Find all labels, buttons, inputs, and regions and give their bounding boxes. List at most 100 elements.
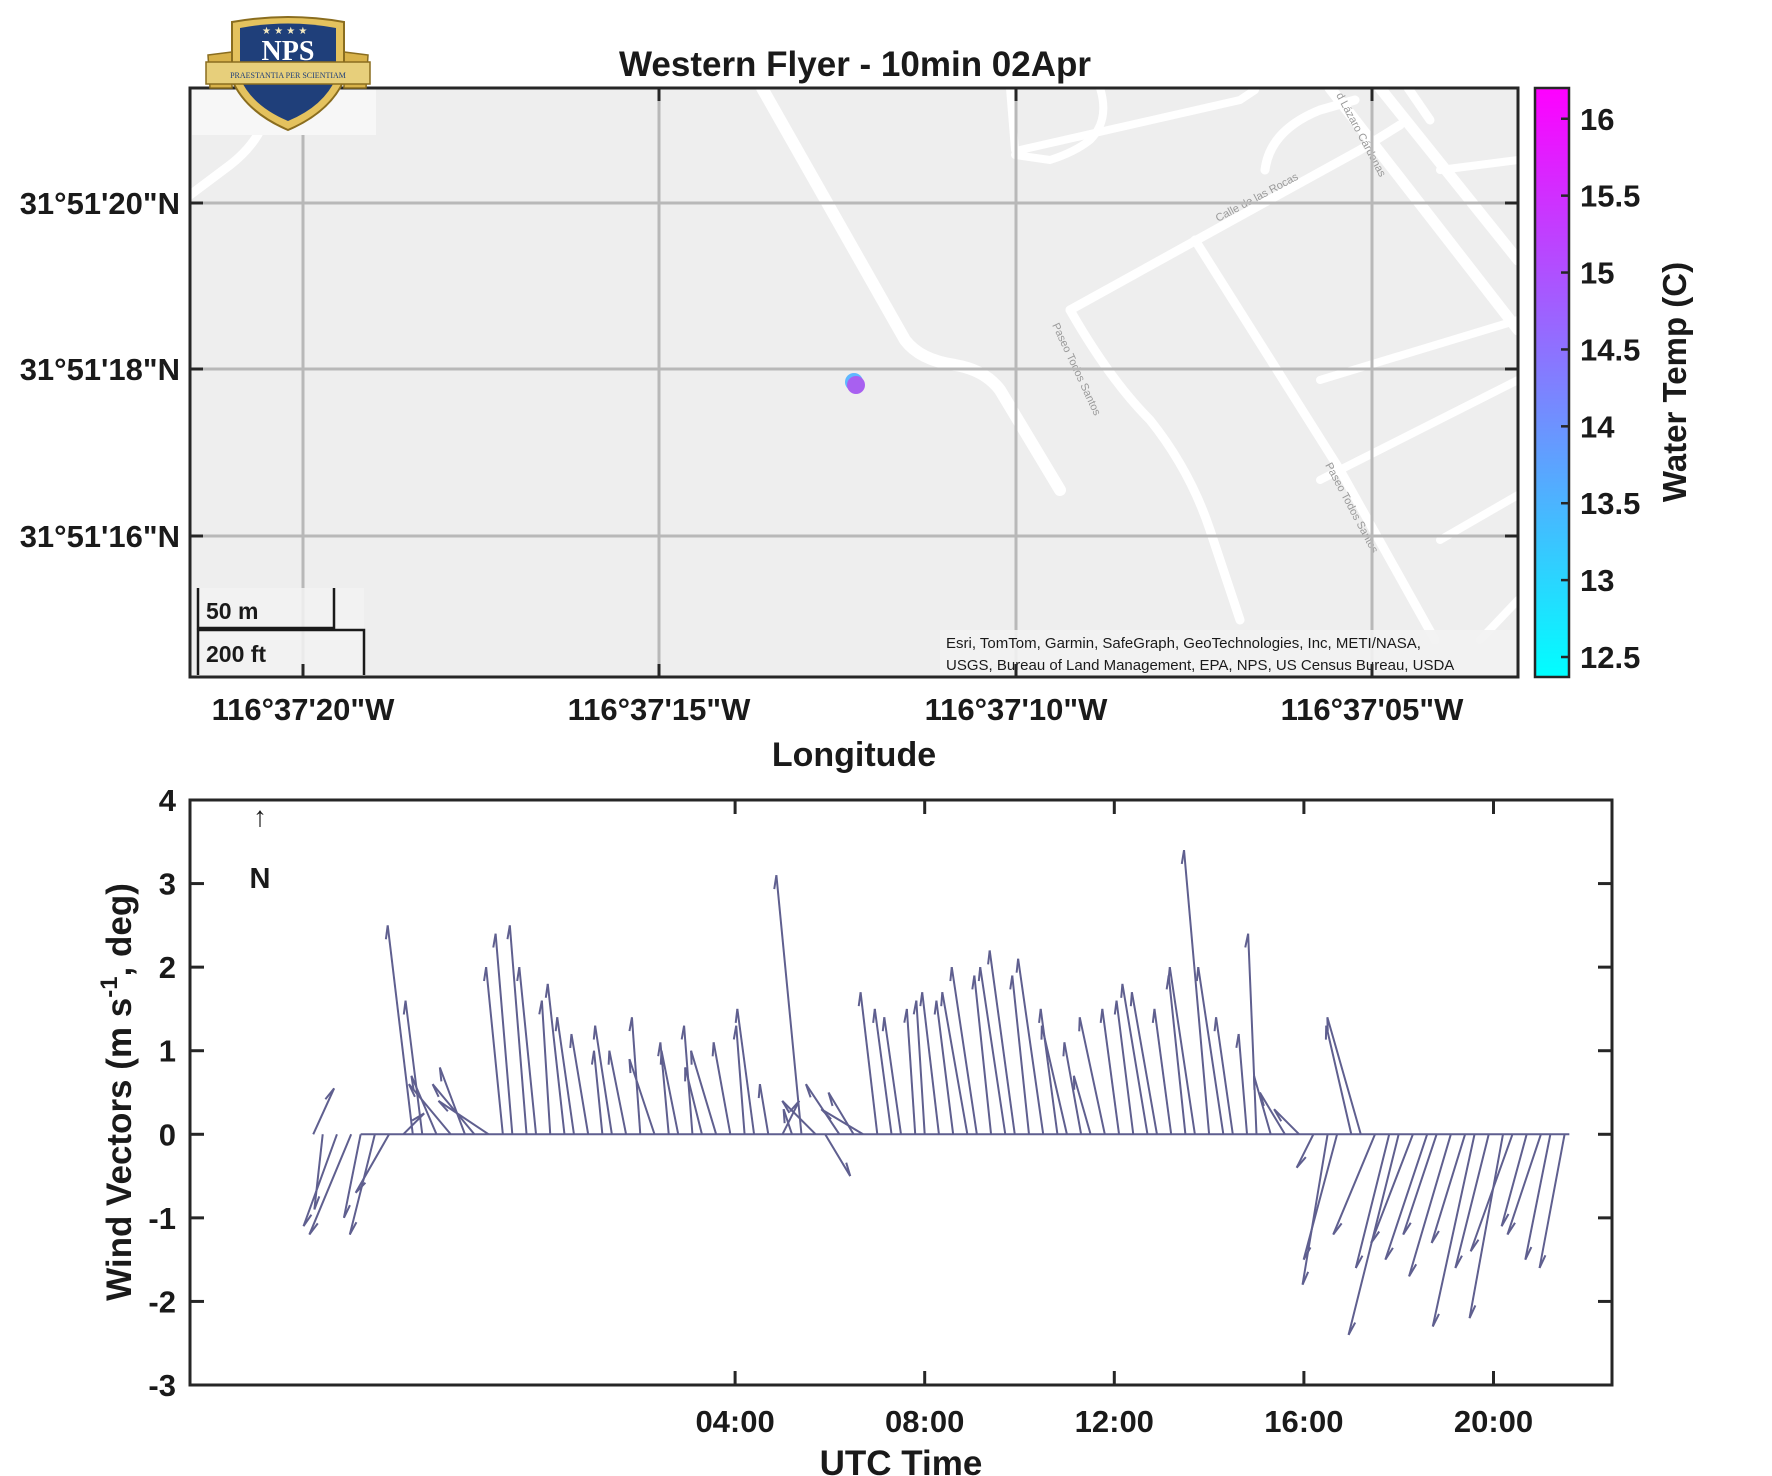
wind-vector — [973, 975, 993, 1135]
colorbar-tick-label: 13 — [1580, 563, 1614, 598]
wind-vector — [431, 1083, 476, 1135]
wind-vector-head — [354, 1182, 367, 1194]
wind-vector — [979, 966, 1007, 1135]
x-tick-label: 04:00 — [695, 1404, 774, 1439]
wind-vector — [438, 1067, 466, 1135]
wind-vector-head — [628, 1017, 633, 1032]
wind-vector-head — [1038, 1008, 1042, 1023]
svg-text:★ ★ ★ ★: ★ ★ ★ ★ — [262, 26, 307, 37]
wind-vector — [781, 1100, 817, 1135]
wind-vector-head — [554, 1017, 559, 1032]
colorbar-tick-label: 14 — [1580, 409, 1615, 444]
wind-vector — [1454, 1134, 1490, 1269]
lon-tick-label: 116°37'05"W — [1281, 692, 1464, 727]
wind-vector — [1253, 1075, 1272, 1135]
wind-vector — [494, 933, 514, 1135]
wind-vector-head — [872, 1008, 876, 1023]
y-tick-label: 1 — [159, 1034, 176, 1069]
wind-vector — [1197, 966, 1225, 1135]
wind-vector — [628, 1058, 656, 1135]
wind-vector-head — [1258, 1092, 1265, 1107]
wind-vector-head — [987, 950, 991, 965]
north-arrow-label: N — [250, 863, 271, 895]
wind-xlabel: UTC Time — [820, 1444, 983, 1476]
wind-vector-head — [569, 1033, 573, 1049]
map-panel: Calle de las Rocas Paseo Todos Santos Pa… — [20, 45, 1524, 774]
wind-vector — [915, 1000, 926, 1135]
wind-vector — [1183, 850, 1211, 1135]
wind-vector-head — [313, 1196, 321, 1210]
wind-vector — [1115, 1000, 1135, 1135]
y-tick-label: 4 — [159, 783, 177, 818]
wind-vector-head — [544, 983, 549, 998]
wind-vector — [690, 1050, 718, 1135]
wind-vector-head — [408, 1083, 416, 1098]
wind-vector — [1237, 1033, 1249, 1135]
wind-vector-head — [384, 925, 389, 940]
y-tick-label: 3 — [159, 867, 176, 902]
wind-vector — [354, 1133, 390, 1194]
wind-vector-head — [820, 1108, 832, 1120]
colorbar-tick-label: 15 — [1580, 256, 1614, 291]
road-network — [185, 82, 1524, 645]
y-tick-label: -1 — [148, 1201, 176, 1236]
wind-vector-head — [506, 925, 511, 940]
wind-vector-head — [857, 992, 862, 1007]
wind-vector — [408, 1083, 452, 1135]
wind-vector-head — [734, 1008, 739, 1023]
wind-vector-head — [940, 992, 944, 1007]
wind-vector-head — [1244, 933, 1250, 948]
wind-vector — [1354, 1134, 1391, 1269]
wind-vector-head — [757, 1084, 761, 1099]
wind-vector-head — [781, 1100, 791, 1114]
wind-vector-head — [690, 1050, 693, 1065]
wind-vector-head — [1384, 1247, 1394, 1261]
wind-vector-head — [659, 1050, 663, 1065]
wind-vector-head — [590, 1050, 596, 1065]
wind-vector-head — [1151, 1008, 1156, 1023]
wind-vector — [312, 1087, 336, 1135]
logo-text: NPS — [262, 36, 315, 67]
wind-vector — [485, 967, 504, 1135]
wind-vector — [781, 1100, 801, 1135]
wind-vector — [348, 1134, 376, 1235]
wind-vector-head — [1524, 1246, 1533, 1261]
wind-vector — [308, 1133, 353, 1235]
wind-vector — [593, 1050, 604, 1135]
wind-vector — [712, 1042, 732, 1135]
wind-ticks: 4 3 2 1 0 -1 -2 -3 04:00 08:00 12:00 16:00 20:00 — [148, 783, 1612, 1439]
wind-vector-head — [492, 933, 497, 948]
wind-vector-head — [805, 1083, 812, 1098]
wind-vector — [1402, 1133, 1438, 1235]
wind-vector — [824, 1133, 852, 1177]
wind-vector-head — [607, 1050, 611, 1065]
wind-vector-head — [912, 1000, 918, 1015]
colorbar-tick-label: 14.5 — [1580, 332, 1640, 367]
colorbar-tick-label: 16 — [1580, 102, 1614, 137]
wind-vector-head — [732, 1025, 738, 1040]
wind-vector-head — [308, 1222, 319, 1236]
wind-vector — [735, 1025, 746, 1135]
wind-vector — [935, 1000, 955, 1135]
wind-vector — [1215, 1017, 1234, 1135]
wind-vector — [684, 1067, 703, 1135]
map-attribution: USGS, Bureau of Land Management, EPA, NP… — [946, 657, 1454, 674]
wind-vector — [1384, 1133, 1429, 1260]
wind-vector — [1500, 1134, 1528, 1227]
wind-vector — [540, 1000, 552, 1135]
wind-vector-head — [1454, 1255, 1463, 1269]
wind-vector — [1017, 958, 1045, 1135]
wind-vector — [437, 1100, 490, 1136]
wind-vector — [608, 1050, 628, 1135]
wind-vector-head — [1538, 1254, 1547, 1269]
y-tick-label: -3 — [148, 1368, 176, 1403]
wind-vector-head — [1120, 983, 1124, 998]
wind-vector — [1259, 1091, 1286, 1135]
y-tick-label: -2 — [148, 1284, 176, 1319]
map-ticks — [190, 88, 1518, 677]
wind-vector-head — [1167, 967, 1171, 982]
wind-vector-head — [411, 1112, 425, 1122]
wind-vector — [921, 992, 940, 1135]
wind-vector — [1168, 966, 1196, 1135]
